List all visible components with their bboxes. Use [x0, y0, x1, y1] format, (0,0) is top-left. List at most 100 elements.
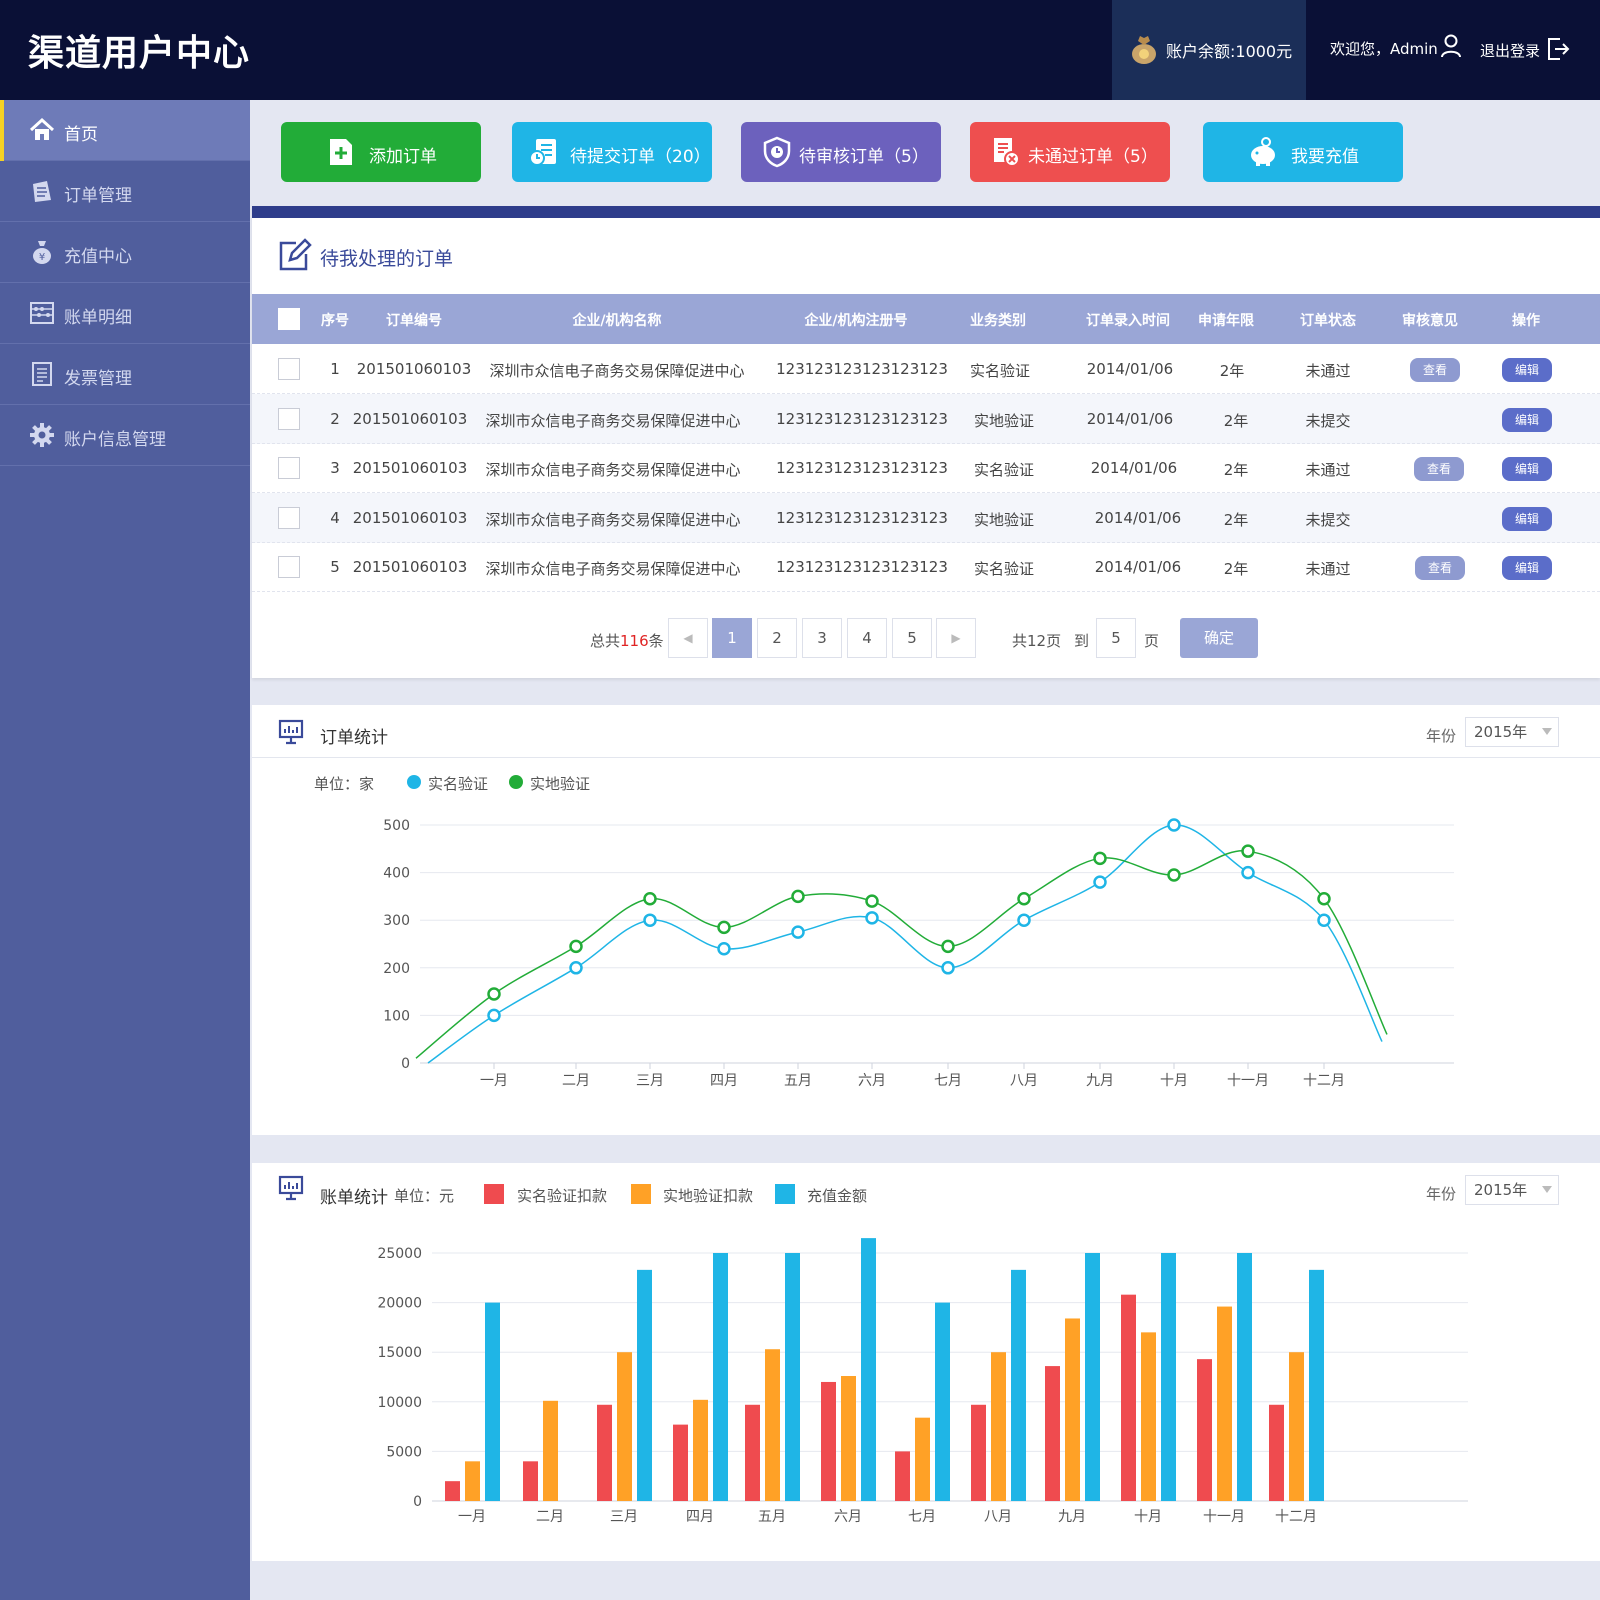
x-tick-label: 十一月 [1227, 1073, 1269, 1089]
data-point [1167, 818, 1181, 832]
x-tick-label: 五月 [758, 1509, 786, 1525]
data-point [569, 961, 583, 975]
edit-button[interactable]: 编辑 [1502, 408, 1552, 432]
bar [1197, 1359, 1212, 1501]
row-checkbox[interactable] [278, 507, 300, 529]
select-all-checkbox[interactable] [278, 308, 300, 330]
pending-review-button[interactable]: 待审核订单（5） [741, 122, 941, 182]
goto-page-input[interactable]: 5 [1096, 618, 1136, 658]
edit-button[interactable]: 编辑 [1502, 457, 1552, 481]
legend-label: 实地验证 [530, 775, 591, 793]
cell-years: 2年 [1223, 511, 1249, 529]
x-tick-label: 九月 [1086, 1073, 1114, 1089]
sidebar-item-account[interactable]: 账户信息管理 [0, 405, 250, 466]
cell-company: 深圳市众信电子商务交易保障促进中心 [489, 362, 745, 380]
prev-page-button[interactable]: ◀ [668, 618, 708, 658]
page-button[interactable]: 1 [712, 618, 752, 658]
next-page-button[interactable]: ▶ [936, 618, 976, 658]
sidebar-item-orders[interactable]: 订单管理 [0, 161, 250, 222]
rejected-orders-button[interactable]: 未通过订单（5） [970, 122, 1170, 182]
x-tick-label: 九月 [1058, 1509, 1086, 1525]
edit-button[interactable]: 编辑 [1502, 556, 1552, 580]
unit-label: 单位：家 [314, 775, 375, 793]
sidebar-item-recharge[interactable]: ¥ 充值中心 [0, 222, 250, 283]
cell-category: 实地验证 [973, 511, 1035, 529]
data-point [1317, 892, 1331, 906]
order-stats-panel: 订单统计 年份 2015年 单位：家 实名验证 实地验证 0 100 200 300 4… [252, 705, 1600, 1135]
shield-clock-icon [763, 136, 791, 168]
monitor-chart-icon [278, 719, 304, 745]
pending-submit-button[interactable]: 待提交订单（20） [512, 122, 712, 182]
data-point [487, 987, 501, 1001]
year-select[interactable]: 2015年 [1465, 717, 1559, 747]
data-point [717, 920, 731, 935]
add-order-label: 添加订单 [369, 147, 437, 167]
col-header: 业务类别 [970, 313, 1026, 329]
col-header: 序号 [321, 313, 349, 329]
logout-icon[interactable] [1546, 36, 1570, 62]
cell-time: 2014/01/06 [1094, 509, 1182, 527]
pagination: 总共116条 ◀ 1 2 3 4 5 ▶ 共12页 到 5 页 确定 [252, 618, 1600, 660]
sidebar-item-bills[interactable]: 账单明细 [0, 283, 250, 344]
row-checkbox[interactable] [278, 457, 300, 479]
x-tick-label: 六月 [858, 1073, 886, 1089]
page-button[interactable]: 2 [757, 618, 797, 658]
data-point [717, 942, 731, 956]
cell-company: 深圳市众信电子商务交易保障促进中心 [485, 412, 741, 430]
rejected-orders-label: 未通过订单（5） [1028, 147, 1158, 167]
x-tick-label: 四月 [686, 1509, 714, 1525]
year-select-value: 2015年 [1474, 723, 1528, 741]
y-tick-label: 500 [383, 818, 410, 834]
table-row: 1 201501060103 深圳市众信电子商务交易保障促进中心 1231231… [252, 344, 1600, 394]
page-button[interactable]: 5 [892, 618, 932, 658]
view-review-button[interactable]: 查看 [1410, 358, 1460, 382]
cell-reg-no: 123123123123123123 [776, 410, 948, 428]
pending-orders-panel: 待我处理的订单 序号 订单编号 企业/机构名称 企业/机构注册号 业务类别 订单… [252, 206, 1600, 678]
x-tick-label: 十二月 [1303, 1073, 1345, 1089]
sidebar-item-label: 充值中心 [64, 247, 132, 267]
col-header: 订单录入时间 [1086, 313, 1170, 329]
recharge-button[interactable]: 我要充值 [1203, 122, 1403, 182]
cell-status: 未通过 [1305, 461, 1351, 479]
page-button[interactable]: 3 [802, 618, 842, 658]
order-stats-title: 订单统计 [320, 728, 388, 748]
y-tick-label: 0 [401, 1056, 410, 1072]
x-tick-label: 十月 [1134, 1509, 1162, 1525]
sidebar-item-invoices[interactable]: 发票管理 [0, 344, 250, 405]
cell-years: 2年 [1219, 362, 1245, 380]
page-count: 共12页 [1012, 632, 1062, 650]
y-tick-label: 5000 [386, 1444, 422, 1460]
invoice-icon [32, 362, 52, 386]
sidebar: 首页 订单管理 ¥ 充值中心 账单明细 发票管理 [0, 100, 250, 1600]
bar [1121, 1294, 1136, 1501]
data-point [865, 894, 879, 908]
view-review-button[interactable]: 查看 [1414, 457, 1464, 481]
col-header: 企业/机构注册号 [804, 313, 908, 329]
year-select[interactable]: 2015年 [1465, 1175, 1559, 1205]
chevron-down-icon [1542, 1186, 1552, 1193]
data-point [1317, 913, 1331, 927]
cell-status: 未通过 [1305, 362, 1351, 380]
home-icon [29, 117, 55, 140]
edit-button[interactable]: 编辑 [1502, 358, 1552, 382]
bar [543, 1400, 558, 1501]
logout-link[interactable]: 退出登录 [1480, 42, 1541, 60]
x-tick-label: 三月 [610, 1509, 638, 1525]
page-button[interactable]: 4 [847, 618, 887, 658]
bar [765, 1349, 780, 1501]
sidebar-item-home[interactable]: 首页 [0, 100, 250, 161]
user-icon[interactable] [1440, 34, 1462, 58]
view-review-button[interactable]: 查看 [1415, 556, 1465, 580]
legend-label: 实名验证扣款 [517, 1187, 608, 1205]
row-checkbox[interactable] [278, 358, 300, 380]
add-order-button[interactable]: 添加订单 [281, 122, 481, 182]
data-point [791, 889, 805, 904]
row-checkbox[interactable] [278, 556, 300, 578]
data-point [1017, 913, 1031, 927]
welcome-text: 欢迎您，Admin [1330, 40, 1438, 58]
edit-button[interactable]: 编辑 [1502, 507, 1552, 531]
data-point [487, 1008, 501, 1023]
confirm-button[interactable]: 确定 [1180, 618, 1258, 658]
row-checkbox[interactable] [278, 408, 300, 430]
y-tick-label: 10000 [377, 1395, 422, 1411]
